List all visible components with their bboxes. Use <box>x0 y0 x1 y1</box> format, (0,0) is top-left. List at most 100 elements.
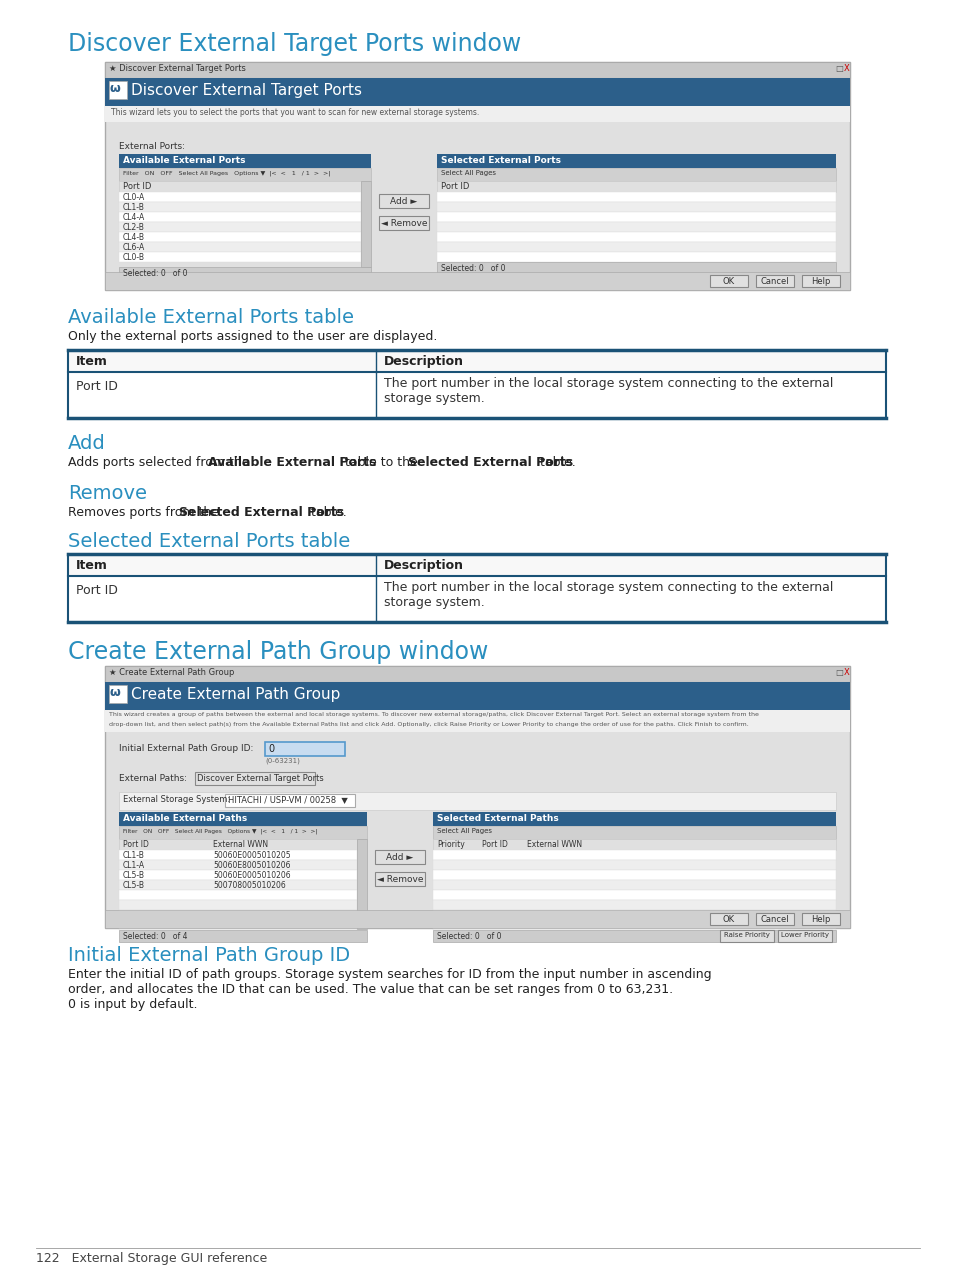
Text: table to the: table to the <box>340 456 421 469</box>
Bar <box>119 192 360 202</box>
Text: CL1-B: CL1-B <box>123 203 145 212</box>
Text: X: X <box>843 64 849 72</box>
Text: ω: ω <box>110 686 121 699</box>
Bar <box>105 666 849 683</box>
Bar <box>109 81 127 99</box>
Bar <box>119 850 356 860</box>
Bar <box>436 168 835 180</box>
Text: Select All Pages: Select All Pages <box>436 827 492 834</box>
Bar <box>105 62 849 290</box>
Bar <box>119 267 371 280</box>
Text: CL5-B: CL5-B <box>123 871 145 880</box>
Bar <box>119 880 356 890</box>
Text: table.: table. <box>536 456 576 469</box>
Bar <box>119 241 360 252</box>
Text: CL6-A: CL6-A <box>123 243 145 252</box>
Text: 50060E0005010205: 50060E0005010205 <box>213 852 291 860</box>
Bar <box>105 666 849 928</box>
Text: Selected External Paths: Selected External Paths <box>436 813 558 824</box>
Text: Selected External Ports: Selected External Ports <box>178 506 344 519</box>
Bar <box>119 233 360 241</box>
Bar <box>433 812 835 826</box>
Bar <box>68 554 885 576</box>
Text: Selected: 0   of 0: Selected: 0 of 0 <box>440 264 505 273</box>
Bar <box>68 372 885 418</box>
Text: External Ports:: External Ports: <box>119 142 185 151</box>
Bar <box>119 930 367 942</box>
Text: Select All Pages: Select All Pages <box>440 170 496 175</box>
Text: Create External Path Group window: Create External Path Group window <box>68 641 488 663</box>
Bar <box>109 685 127 703</box>
Text: Initial External Path Group ID: Initial External Path Group ID <box>68 946 350 965</box>
Text: Cancel: Cancel <box>760 277 788 286</box>
Text: Selected: 0   of 4: Selected: 0 of 4 <box>123 932 188 941</box>
Text: External WWN: External WWN <box>526 840 581 849</box>
Bar <box>375 850 424 864</box>
Text: X: X <box>843 669 849 677</box>
Text: Adds ports selected from the: Adds ports selected from the <box>68 456 253 469</box>
Text: Description: Description <box>384 355 463 369</box>
Text: Available External Ports: Available External Ports <box>123 156 245 165</box>
Text: Cancel: Cancel <box>760 915 788 924</box>
Bar <box>433 900 835 910</box>
Text: Port ID: Port ID <box>76 583 118 597</box>
Text: This wizard lets you to select the ports that you want to scan for new external : This wizard lets you to select the ports… <box>111 108 478 117</box>
Bar <box>105 62 849 78</box>
Bar <box>436 222 835 233</box>
Text: CL4-B: CL4-B <box>123 233 145 241</box>
Bar <box>119 920 356 930</box>
Text: CL1-B: CL1-B <box>123 852 145 860</box>
Text: ◄ Remove: ◄ Remove <box>380 219 427 228</box>
Text: (0-63231): (0-63231) <box>265 758 299 764</box>
Bar <box>801 275 840 287</box>
Bar <box>433 880 835 890</box>
Bar <box>436 241 835 252</box>
Bar <box>433 839 835 850</box>
Text: □: □ <box>834 64 842 72</box>
Bar <box>436 192 835 202</box>
Bar <box>105 272 849 290</box>
Bar <box>778 930 831 942</box>
Text: Port ID: Port ID <box>440 182 469 191</box>
Bar <box>720 930 773 942</box>
Bar <box>433 890 835 900</box>
Bar <box>119 252 360 262</box>
Text: table.: table. <box>306 506 346 519</box>
Text: Removes ports from the: Removes ports from the <box>68 506 223 519</box>
Text: Selected External Ports: Selected External Ports <box>408 456 573 469</box>
Text: drop-down list, and then select path(s) from the Available External Paths list a: drop-down list, and then select path(s) … <box>109 722 748 727</box>
Bar <box>119 202 360 212</box>
Text: Selected External Ports: Selected External Ports <box>440 156 560 165</box>
Bar <box>119 812 367 826</box>
Text: This wizard creates a group of paths between the external and local storage syst: This wizard creates a group of paths bet… <box>109 712 758 717</box>
Text: Filter   ON   OFF   Select All Pages   Options ▼  |<  <   1   / 1  >  >|: Filter ON OFF Select All Pages Options ▼… <box>121 170 330 175</box>
Text: Available External Ports table: Available External Ports table <box>68 308 354 327</box>
Text: Available External Ports: Available External Ports <box>208 456 375 469</box>
Bar <box>433 920 835 930</box>
Text: 0: 0 <box>268 744 274 754</box>
Text: Selected External Ports table: Selected External Ports table <box>68 533 350 552</box>
Text: Add: Add <box>68 433 106 452</box>
Bar <box>433 910 835 920</box>
Bar <box>119 168 371 180</box>
Bar <box>360 180 371 267</box>
Text: Port ID: Port ID <box>481 840 507 849</box>
Bar <box>119 871 356 880</box>
Bar <box>119 222 360 233</box>
Text: Remove: Remove <box>68 484 147 503</box>
Bar <box>105 910 849 928</box>
Text: Raise Priority: Raise Priority <box>723 932 769 938</box>
Text: ◄ Remove: ◄ Remove <box>376 874 423 885</box>
Text: Add ►: Add ► <box>386 853 414 862</box>
Bar <box>119 826 367 839</box>
Bar <box>436 212 835 222</box>
Bar <box>105 105 849 122</box>
Text: Initial External Path Group ID:: Initial External Path Group ID: <box>119 744 253 752</box>
Bar <box>105 710 849 732</box>
Bar <box>378 216 429 230</box>
Bar <box>436 202 835 212</box>
Bar <box>68 350 885 372</box>
Text: HITACHI / USP-VM / 00258  ▼: HITACHI / USP-VM / 00258 ▼ <box>228 794 348 805</box>
Text: Selected: 0   of 0: Selected: 0 of 0 <box>436 932 501 941</box>
Bar <box>265 742 345 756</box>
